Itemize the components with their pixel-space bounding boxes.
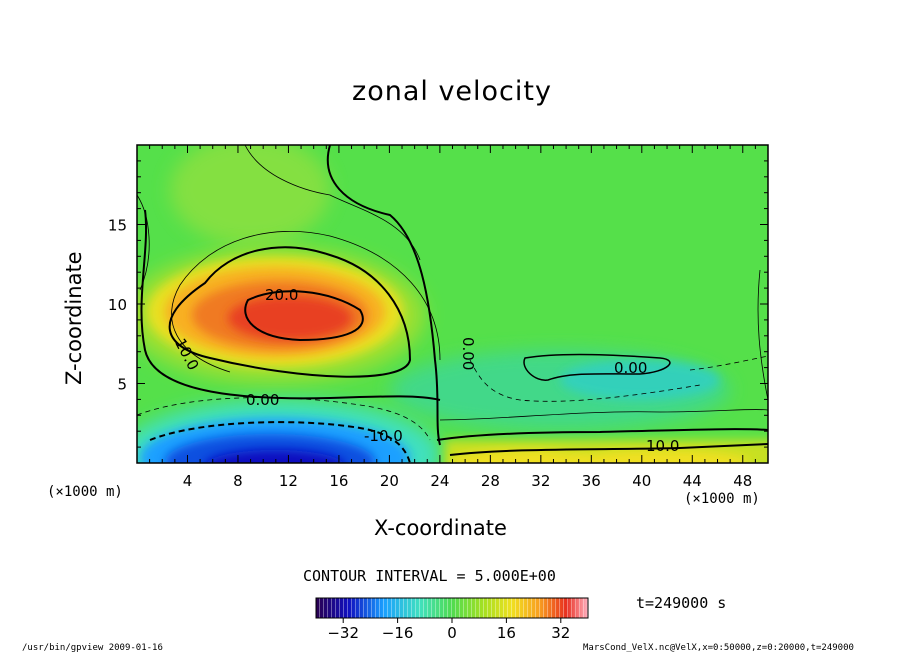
colorbar-stripes — [316, 598, 588, 618]
x-tick-label: 4 — [183, 472, 193, 490]
contour-label-group: 20.0 10.0 0.00 0.00 -10.0 10.0 0.00 — [171, 286, 679, 455]
y-tick-label: 5 — [117, 376, 127, 394]
x-axis: 4 8 12 16 20 24 28 32 36 40 44 48 — [149, 145, 756, 490]
y-axis: 5 10 15 — [108, 160, 768, 448]
x-tick-label: 24 — [430, 472, 449, 490]
contour-label: 0.00 — [246, 391, 279, 409]
y-axis-label: Z-coordinate — [62, 251, 86, 385]
velocity-field — [137, 145, 768, 463]
x-tick-label: 20 — [380, 472, 399, 490]
contour-label: 20.0 — [265, 286, 298, 304]
x-tick-label: 8 — [233, 472, 243, 490]
x-tick-label: 12 — [279, 472, 298, 490]
contour-label: 0.00 — [459, 337, 477, 370]
chart-title: zonal velocity — [352, 76, 552, 107]
x-axis-unit: (×1000 m) — [684, 491, 760, 507]
y-tick-label: 10 — [108, 296, 127, 314]
contour-lines — [137, 145, 768, 463]
footer-right: MarsCond_VelX.nc@VelX,x=0:50000,z=0:2000… — [583, 643, 854, 653]
x-tick-label: 44 — [683, 472, 702, 490]
colorbar-tick-label: −32 — [327, 624, 359, 642]
footer-left: /usr/bin/gpview 2009-01-16 — [22, 643, 163, 653]
y-tick-label: 15 — [108, 217, 127, 235]
x-tick-label: 32 — [531, 472, 550, 490]
y-axis-unit: (×1000 m) — [47, 484, 123, 500]
x-tick-label: 28 — [481, 472, 500, 490]
x-tick-label: 36 — [582, 472, 601, 490]
time-label: t=249000 s — [636, 594, 727, 612]
contour-label: 10.0 — [646, 437, 679, 455]
contour-label: -10.0 — [364, 427, 403, 445]
colorbar: −32 −16 0 16 32 — [315, 597, 589, 642]
x-tick-label: 40 — [632, 472, 651, 490]
contour-label: 0.00 — [614, 359, 647, 377]
colorbar-tick-label: 0 — [447, 624, 457, 642]
x-tick-label: 48 — [733, 472, 752, 490]
colorbar-tick-label: −16 — [382, 624, 414, 642]
colorbar-tick-label: 32 — [551, 624, 570, 642]
colorbar-tick-label: 16 — [497, 624, 516, 642]
x-axis-label: X-coordinate — [374, 516, 507, 540]
contour-interval-note: CONTOUR INTERVAL = 5.000E+00 — [303, 567, 556, 585]
x-tick-label: 16 — [329, 472, 348, 490]
